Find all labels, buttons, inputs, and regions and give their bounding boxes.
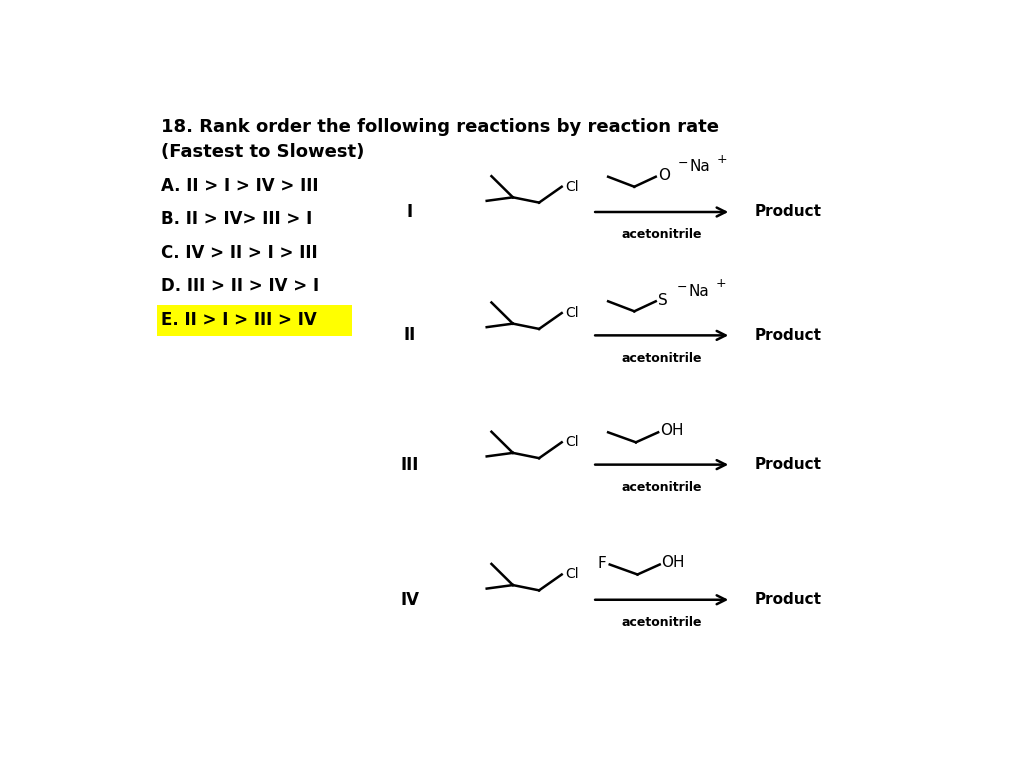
Text: −: − bbox=[677, 282, 688, 295]
Text: +: + bbox=[717, 153, 727, 166]
Text: E. II > I > III > IV: E. II > I > III > IV bbox=[162, 311, 317, 329]
Text: Product: Product bbox=[755, 328, 822, 343]
Text: Cl: Cl bbox=[565, 306, 579, 320]
Text: III: III bbox=[400, 456, 419, 474]
Text: B. II > IV> III > I: B. II > IV> III > I bbox=[162, 210, 312, 228]
Text: IV: IV bbox=[400, 591, 419, 609]
Text: acetonitrile: acetonitrile bbox=[622, 481, 701, 494]
Text: Cl: Cl bbox=[565, 180, 579, 194]
Text: Cl: Cl bbox=[565, 436, 579, 449]
FancyBboxPatch shape bbox=[158, 305, 352, 336]
Text: acetonitrile: acetonitrile bbox=[622, 352, 701, 365]
Text: Na: Na bbox=[690, 159, 711, 174]
Text: S: S bbox=[658, 293, 668, 307]
Text: 18. Rank order the following reactions by reaction rate: 18. Rank order the following reactions b… bbox=[162, 118, 719, 136]
Text: A. II > I > IV > III: A. II > I > IV > III bbox=[162, 176, 318, 195]
Text: OH: OH bbox=[662, 555, 685, 570]
Text: acetonitrile: acetonitrile bbox=[622, 228, 701, 241]
Text: acetonitrile: acetonitrile bbox=[622, 617, 701, 629]
Text: F: F bbox=[598, 555, 606, 571]
Text: Na: Na bbox=[688, 284, 709, 299]
Text: +: + bbox=[715, 277, 726, 290]
Text: O: O bbox=[658, 168, 670, 183]
Text: Cl: Cl bbox=[565, 568, 579, 581]
Text: OH: OH bbox=[659, 423, 683, 438]
Text: C. IV > II > I > III: C. IV > II > I > III bbox=[162, 243, 318, 262]
Text: Product: Product bbox=[755, 204, 822, 220]
Text: Product: Product bbox=[755, 457, 822, 472]
Text: D. III > II > IV > I: D. III > II > IV > I bbox=[162, 277, 319, 295]
Text: Product: Product bbox=[755, 592, 822, 607]
Text: II: II bbox=[403, 327, 416, 344]
Text: I: I bbox=[407, 203, 413, 221]
Text: (Fastest to Slowest): (Fastest to Slowest) bbox=[162, 143, 365, 161]
Text: −: − bbox=[678, 156, 688, 169]
